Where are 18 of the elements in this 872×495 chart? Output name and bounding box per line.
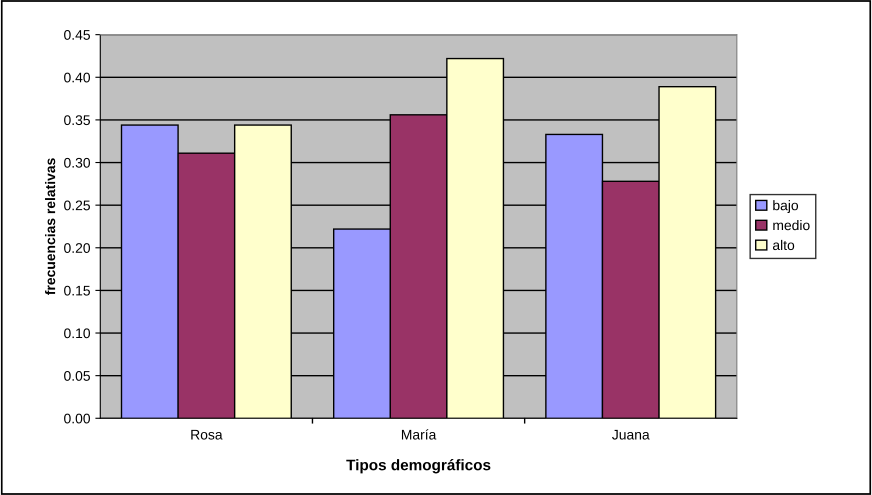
- legend-label: medio: [773, 220, 810, 230]
- y-tick-label: 0.10: [64, 328, 90, 338]
- x-tick-label: Juana: [612, 430, 650, 440]
- y-tick-label: 0.00: [64, 414, 90, 424]
- y-tick-label: 0.05: [64, 370, 90, 381]
- x-axis-title: Tipos demográficos: [346, 459, 490, 474]
- x-tick-label: Rosa: [191, 430, 223, 440]
- legend-label: bajo: [773, 200, 798, 214]
- y-tick-label: 0.30: [64, 158, 90, 168]
- legend-label: alto: [772, 240, 794, 250]
- x-tick-label: María: [402, 429, 436, 440]
- y-tick-label: 0.45: [64, 30, 90, 40]
- y-tick-label: 0.35: [64, 115, 90, 126]
- y-tick-label: 0.40: [64, 72, 90, 82]
- y-tick-label: 0.20: [64, 243, 90, 253]
- y-tick-label: 0.25: [64, 200, 90, 210]
- y-tick-label: 0.15: [64, 286, 90, 296]
- y-axis-title: frecuencias relativas: [45, 158, 56, 295]
